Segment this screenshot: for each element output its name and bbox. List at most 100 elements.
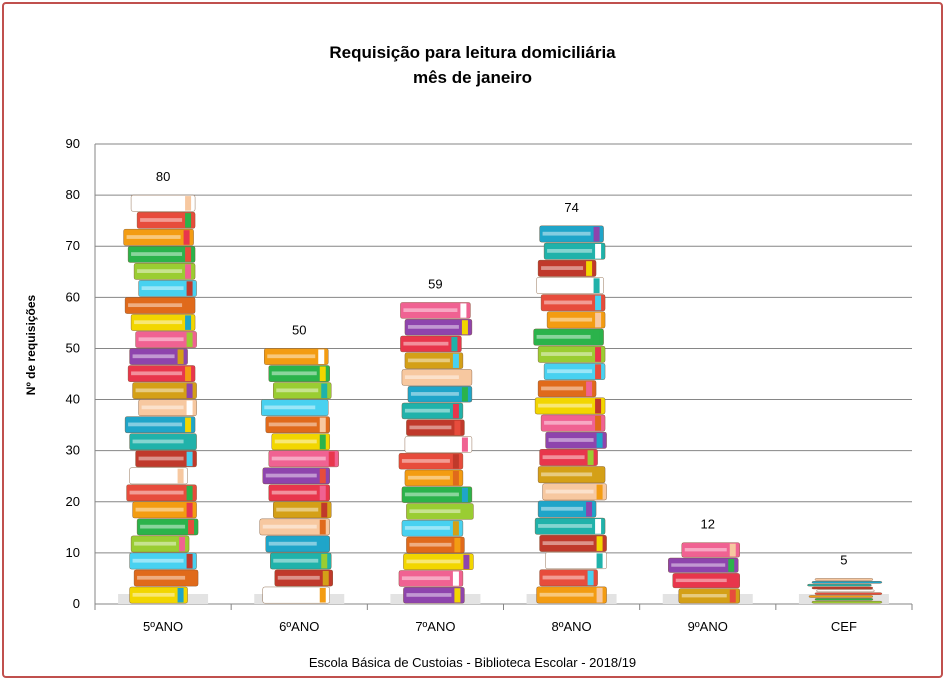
- book: [259, 518, 330, 536]
- book-spine: [596, 484, 603, 500]
- book-spine: [461, 437, 468, 452]
- book: [816, 589, 875, 593]
- book-spine: [595, 295, 602, 311]
- book-spine: [454, 537, 461, 553]
- book: [133, 263, 196, 280]
- book-spine: [461, 370, 468, 385]
- book: [539, 535, 607, 552]
- book: [265, 535, 330, 553]
- book-spine: [183, 230, 190, 245]
- bar-6ºANO: [254, 348, 345, 604]
- book-spine: [595, 347, 602, 362]
- book: [262, 467, 330, 485]
- book: [398, 453, 464, 470]
- book-spine: [596, 587, 603, 603]
- book-page-edge: [541, 472, 593, 477]
- book-spine: [322, 570, 329, 586]
- book: [406, 419, 465, 436]
- book-page-edge: [407, 442, 459, 447]
- book-page-edge: [138, 337, 184, 342]
- book-spine: [185, 298, 192, 313]
- book-spine: [321, 553, 328, 569]
- book: [540, 294, 606, 312]
- book-spine: [185, 366, 192, 382]
- book-spine: [595, 519, 602, 534]
- book: [534, 397, 606, 415]
- book-spine: [595, 243, 602, 259]
- book: [542, 483, 607, 501]
- book-page-edge: [407, 475, 450, 480]
- x-tick-label: 9ºANO: [688, 619, 728, 634]
- book-spine: [185, 196, 192, 211]
- book-page-edge: [538, 403, 593, 408]
- book-page-edge: [544, 300, 593, 305]
- book-spine: [186, 502, 193, 518]
- book-spine: [452, 571, 459, 586]
- book-page-edge: [264, 405, 316, 410]
- book: [407, 386, 473, 403]
- book: [539, 569, 598, 587]
- book: [814, 598, 874, 601]
- book-spine: [319, 366, 326, 382]
- book-spine: [185, 247, 192, 262]
- book-spine: [188, 519, 195, 535]
- book-page-edge: [541, 266, 584, 270]
- data-label: 80: [156, 169, 170, 184]
- book-page-edge: [541, 506, 584, 511]
- book-spine: [596, 433, 603, 448]
- book-spine: [186, 485, 193, 501]
- book: [668, 557, 739, 573]
- book: [545, 552, 607, 570]
- book: [533, 328, 604, 346]
- book-page-edge: [135, 388, 184, 393]
- book: [539, 225, 604, 243]
- book: [132, 501, 197, 519]
- book: [135, 331, 197, 348]
- book-spine: [595, 467, 602, 483]
- book: [138, 399, 197, 416]
- book: [123, 228, 194, 246]
- book-page-edge: [262, 524, 317, 529]
- book-page-edge: [538, 524, 593, 528]
- book-page-edge: [541, 386, 584, 391]
- book-page-edge: [277, 575, 320, 580]
- x-tick-label: 8ºANO: [552, 619, 592, 634]
- book-page-edge: [403, 308, 458, 312]
- book: [273, 501, 332, 519]
- book-page-edge: [681, 594, 727, 598]
- book-page-edge: [132, 439, 184, 444]
- book: [539, 449, 598, 466]
- book: [129, 586, 188, 604]
- book-page-edge: [134, 201, 183, 205]
- book: [540, 414, 606, 432]
- book: [404, 436, 473, 453]
- book: [400, 302, 471, 319]
- book-page-edge: [544, 420, 593, 425]
- book: [404, 318, 473, 336]
- book-page-edge: [401, 576, 450, 581]
- book: [261, 399, 329, 416]
- book: [274, 569, 333, 587]
- book-spine: [185, 315, 192, 330]
- chart-footer: Escola Básica de Custoias - Biblioteca E…: [308, 655, 637, 670]
- book-spine: [452, 454, 459, 469]
- book: [814, 578, 874, 581]
- book: [400, 335, 462, 353]
- book-page-edge: [265, 592, 317, 597]
- x-tick-label: 5ºANO: [143, 619, 183, 634]
- book-spine: [452, 521, 459, 536]
- book-spine: [186, 553, 193, 569]
- book: [404, 352, 464, 369]
- book: [537, 345, 606, 363]
- chart-title: Requisição para leitura domiciliária: [329, 43, 616, 62]
- book-spine: [729, 543, 736, 557]
- book-page-edge: [265, 473, 317, 478]
- book-spine: [319, 587, 326, 603]
- book-spine: [596, 536, 603, 551]
- book-page-edge: [132, 592, 175, 597]
- book-page-edge: [273, 558, 319, 563]
- book-page-edge: [140, 218, 183, 222]
- book-page-edge: [131, 371, 183, 376]
- book-spine: [460, 303, 467, 318]
- book: [537, 500, 597, 518]
